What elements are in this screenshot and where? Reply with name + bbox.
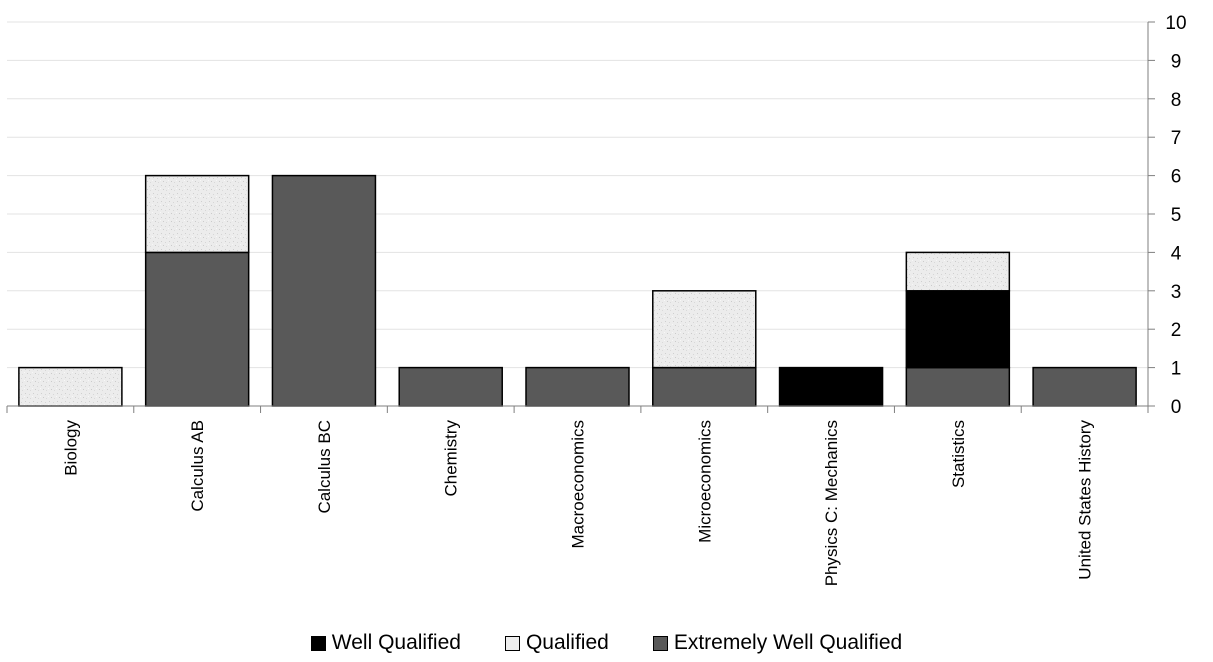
bar-qualified-microeconomics: [652, 290, 757, 369]
y-tick-label: 8: [1171, 90, 1182, 111]
bars: [18, 174, 1137, 407]
x-category-label: Chemistry: [442, 420, 461, 497]
legend-label-well-qualified: Well Qualified: [331, 631, 461, 654]
bar-extremely-well-qualified-statistics: [905, 366, 1011, 407]
bar-extremely-well-qualified-united-states-history: [1032, 366, 1137, 407]
y-tick-label: 9: [1171, 51, 1182, 72]
y-tick-label: 7: [1171, 128, 1182, 149]
x-category-labels: Biology Calculus AB Calculus BC Chemistry Ma…: [61, 420, 1094, 587]
legend-item-qualified: Qualified: [504, 631, 609, 655]
x-category-label: United States History: [1076, 420, 1095, 580]
y-tick-label: 10: [1165, 13, 1186, 34]
x-category-label: Calculus AB: [188, 420, 207, 512]
x-category-label: Physics C: Mechanics: [822, 420, 841, 586]
bar-qualified-biology: [18, 366, 123, 407]
bar-extremely-well-qualified-microeconomics: [652, 366, 757, 407]
y-tick-label: 5: [1171, 205, 1182, 226]
bar-well-qualified-physics-c-mechanics: [778, 366, 884, 407]
y-tick-label: 0: [1171, 397, 1182, 418]
bar-extremely-well-qualified-macroeconomics: [525, 366, 630, 407]
x-category-label: Microeconomics: [695, 420, 714, 543]
stacked-bar-chart: 0 1 2 3 4 5 6 7 8 9 10 Biology Calculus AB Calculus …: [6, 13, 1187, 587]
legend-item-extremely-well-qualified: Extremely Well Qualified: [652, 631, 903, 655]
legend-label-extremely-well-qualified: Extremely Well Qualified: [673, 631, 903, 654]
legend-swatch-extremely-well-qualified: [652, 635, 668, 651]
bar-well-qualified-statistics: [905, 290, 1011, 369]
y-tick-label: 2: [1171, 320, 1182, 341]
bar-extremely-well-qualified-chemistry: [398, 366, 503, 407]
legend-label-qualified: Qualified: [525, 631, 609, 654]
x-category-label: Macroeconomics: [569, 420, 588, 549]
x-category-label: Calculus BC: [315, 420, 334, 514]
x-category-label: Statistics: [949, 420, 968, 488]
legend-swatch-qualified: [504, 635, 520, 651]
bar-extremely-well-qualified-calculus-bc: [271, 174, 377, 407]
y-tick-label: 3: [1171, 282, 1182, 303]
bar-qualified-calculus-ab: [144, 174, 250, 254]
bar-qualified-statistics: [905, 251, 1011, 292]
y-tick-labels: 0 1 2 3 4 5 6 7 8 9 10: [1165, 13, 1186, 418]
legend-item-well-qualified: Well Qualified: [310, 631, 461, 655]
y-tick-label: 1: [1171, 359, 1182, 380]
legend: Well Qualified Qualified Extremely Well …: [0, 628, 1213, 658]
x-category-label: Biology: [61, 420, 80, 476]
axes: [6, 21, 1155, 413]
y-tick-label: 6: [1171, 167, 1182, 188]
y-tick-label: 4: [1171, 243, 1182, 264]
legend-swatch-well-qualified: [310, 635, 326, 651]
bar-extremely-well-qualified-calculus-ab: [144, 251, 250, 407]
